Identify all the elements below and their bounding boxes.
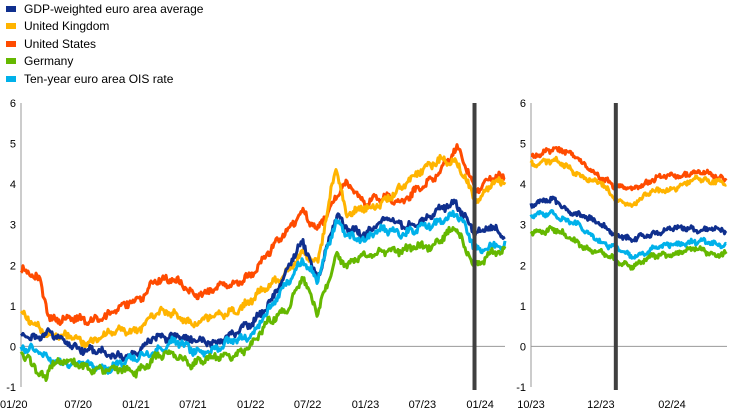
legend-label: United Kingdom bbox=[24, 19, 110, 34]
y-tick-label: 6 bbox=[10, 98, 16, 110]
series-line-us bbox=[530, 146, 728, 192]
legend-item-us: United States bbox=[6, 35, 203, 53]
legend-swatch bbox=[6, 5, 16, 12]
y-tick-label: 1 bbox=[10, 301, 16, 313]
x-tick-label: 07/20 bbox=[64, 399, 92, 411]
x-tick-label: 01/21 bbox=[122, 399, 150, 411]
y-tick-label: 4 bbox=[10, 179, 16, 191]
series-line-germany bbox=[529, 225, 728, 271]
series-line-uk bbox=[529, 155, 727, 208]
legend-swatch bbox=[6, 58, 16, 65]
y-tick-label: 3 bbox=[520, 220, 526, 232]
legend-item-germany: Germany bbox=[6, 53, 203, 71]
chart-legend: GDP-weighted euro area average United Ki… bbox=[6, 0, 203, 88]
legend-label: United States bbox=[24, 36, 97, 51]
x-tick-label: 01/24 bbox=[466, 399, 494, 411]
legend-swatch bbox=[6, 75, 16, 82]
y-tick-label: -1 bbox=[516, 382, 526, 394]
y-tick-label: 5 bbox=[10, 139, 16, 151]
legend-item-ois: Ten-year euro area OIS rate bbox=[6, 70, 203, 88]
series-line-ois bbox=[529, 209, 727, 260]
y-tick-label: 3 bbox=[10, 220, 16, 232]
y-tick-label: 6 bbox=[520, 98, 526, 110]
x-tick-label: 10/23 bbox=[517, 399, 545, 411]
series-line-germany bbox=[19, 225, 507, 382]
legend-label: Germany bbox=[24, 54, 74, 69]
y-tick-label: 0 bbox=[520, 341, 526, 353]
series-line-gdp-weighted bbox=[529, 195, 728, 243]
x-tick-label: 01/22 bbox=[237, 399, 265, 411]
legend-label: Ten-year euro area OIS rate bbox=[24, 71, 174, 86]
x-tick-label: 07/21 bbox=[179, 399, 207, 411]
x-tick-label: 07/23 bbox=[409, 399, 437, 411]
x-tick-label: 02/24 bbox=[658, 399, 686, 411]
chart-panel-recent-period: 6 5 4 3 2 1 0 -1 10/23 12/23 02/24 bbox=[516, 98, 728, 411]
y-tick-label: 2 bbox=[10, 260, 16, 272]
series-line-uk bbox=[19, 153, 507, 349]
x-tick-label: 01/23 bbox=[352, 399, 380, 411]
x-tick-label: 12/23 bbox=[587, 399, 615, 411]
legend-item-gdp-weighted: GDP-weighted euro area average bbox=[6, 0, 203, 18]
y-tick-label: 4 bbox=[520, 179, 526, 191]
series-line-us bbox=[19, 143, 506, 326]
y-tick-label: 0 bbox=[10, 341, 16, 353]
y-tick-label: -1 bbox=[6, 382, 16, 394]
legend-item-uk: United Kingdom bbox=[6, 18, 203, 36]
x-tick-label: 01/20 bbox=[0, 399, 28, 411]
legend-label: GDP-weighted euro area average bbox=[24, 1, 204, 16]
y-tick-label: 1 bbox=[520, 301, 526, 313]
legend-swatch bbox=[6, 40, 16, 47]
y-tick-label: 5 bbox=[520, 139, 526, 151]
legend-swatch bbox=[6, 23, 16, 30]
x-tick-label: 07/22 bbox=[294, 399, 322, 411]
y-tick-label: 2 bbox=[520, 260, 526, 272]
chart-panel-full-period: 6 5 4 3 2 1 0 -1 01/20 07/20 01/21 07/21 01/22 07/22 0… bbox=[0, 98, 507, 411]
